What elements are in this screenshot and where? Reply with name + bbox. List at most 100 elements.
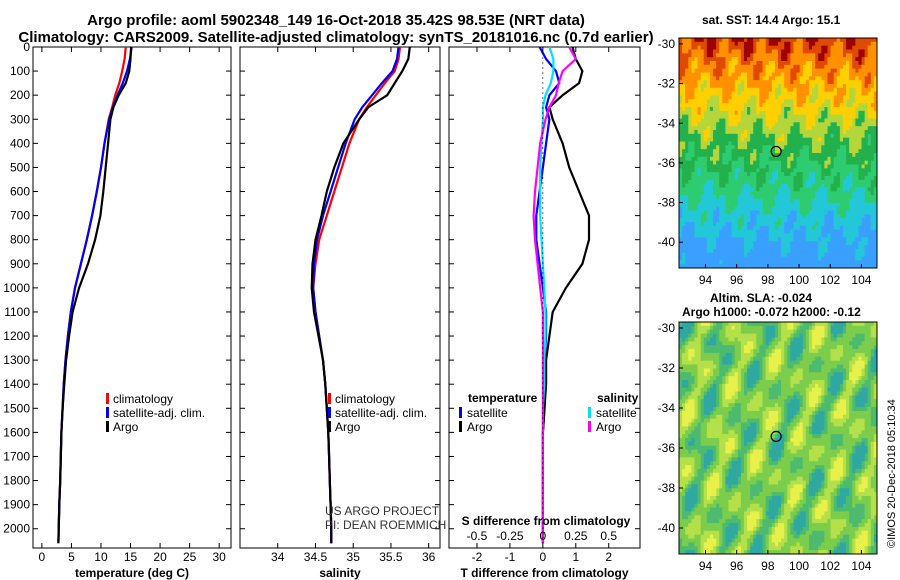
map-cell <box>805 368 810 373</box>
map-cell <box>846 168 850 173</box>
map-cell <box>771 176 776 181</box>
map-cell <box>833 349 838 354</box>
map-cell <box>728 372 732 377</box>
map-cell <box>750 91 754 96</box>
map-cell <box>808 53 813 58</box>
map-cell <box>778 64 782 70</box>
map-cell <box>846 183 850 188</box>
map-cell <box>824 325 828 331</box>
map-cell <box>703 130 708 135</box>
map-cell <box>821 164 825 169</box>
map-cell <box>842 360 847 365</box>
map-cell <box>691 38 695 43</box>
map-cell <box>839 122 844 127</box>
map-cell <box>861 179 866 185</box>
map-cell <box>781 168 785 173</box>
map-cell <box>700 91 705 96</box>
map-cell <box>833 210 838 215</box>
map-cell <box>740 80 745 85</box>
map-cell <box>821 38 825 43</box>
map-cell <box>688 172 692 177</box>
map-cell <box>787 137 791 142</box>
map-cell <box>694 218 698 223</box>
map-cell <box>830 333 835 338</box>
map-cell <box>700 107 705 112</box>
map-cell <box>849 329 853 334</box>
map-cell <box>833 45 838 50</box>
map-cell <box>827 168 831 173</box>
map-cell <box>787 72 791 77</box>
map-cell <box>685 241 689 246</box>
map-cell <box>713 225 717 231</box>
map-cell <box>805 214 810 219</box>
map-cell <box>709 191 714 196</box>
map-cell <box>864 41 869 47</box>
map-cell <box>855 341 859 346</box>
map-cell <box>771 233 776 238</box>
map-cell <box>796 95 801 100</box>
map-cell <box>722 110 726 116</box>
map-cell <box>703 237 708 242</box>
map-cell <box>737 149 742 154</box>
map-cell <box>743 199 748 204</box>
map-cell <box>824 356 828 362</box>
map-cell <box>842 241 847 246</box>
map-cell <box>858 53 862 58</box>
map-cell <box>688 156 692 162</box>
map-cell <box>799 264 804 269</box>
map-cell <box>784 183 788 188</box>
map-cell <box>709 160 714 165</box>
map-cell <box>796 210 801 215</box>
map-cell <box>765 107 770 112</box>
map-cell <box>765 172 770 177</box>
map-cell <box>815 260 819 265</box>
map-cell <box>818 141 822 146</box>
map-cell <box>846 41 850 47</box>
map-cell <box>728 153 732 158</box>
map-cell <box>697 341 702 346</box>
map-cell <box>697 153 702 158</box>
map-cell <box>722 195 726 200</box>
map-cell <box>805 118 810 123</box>
map-cell <box>743 183 748 188</box>
map-cell <box>703 107 708 112</box>
map-cell <box>685 218 689 223</box>
map-cell <box>815 61 819 66</box>
map-cell <box>740 233 745 238</box>
map-cell <box>722 103 726 108</box>
map-cell <box>818 248 822 254</box>
map-cell <box>784 126 788 131</box>
map-cell <box>793 149 797 154</box>
map-cell <box>842 41 847 47</box>
map-cell <box>697 122 702 127</box>
map-cell <box>679 141 683 146</box>
map-cell <box>784 145 788 150</box>
series-line-salinity-argo <box>532 46 578 544</box>
map-cell <box>864 164 869 169</box>
map-cell <box>799 202 804 208</box>
map-cell <box>759 322 763 327</box>
map-cell <box>818 80 822 85</box>
map-cell <box>830 122 835 127</box>
map-cell <box>722 118 726 123</box>
map-cell <box>787 156 791 162</box>
map-cell <box>759 172 763 177</box>
map-cell <box>815 95 819 100</box>
depth-tick-label: 0 <box>23 40 30 54</box>
map-cell <box>858 183 862 188</box>
map-cell <box>821 322 825 327</box>
map-cell <box>846 145 850 150</box>
map-cell <box>830 237 835 242</box>
map-cell <box>728 137 732 142</box>
map-cell <box>815 252 819 257</box>
map-cell <box>802 107 807 112</box>
map-cell <box>861 329 866 334</box>
map-cell <box>799 122 804 127</box>
map-cell <box>830 349 835 354</box>
map-cell <box>706 153 711 158</box>
map-cell <box>688 149 692 154</box>
map-cell <box>821 103 825 108</box>
map-cell <box>774 84 779 89</box>
map-cell <box>852 41 856 47</box>
map-cell <box>731 156 736 162</box>
